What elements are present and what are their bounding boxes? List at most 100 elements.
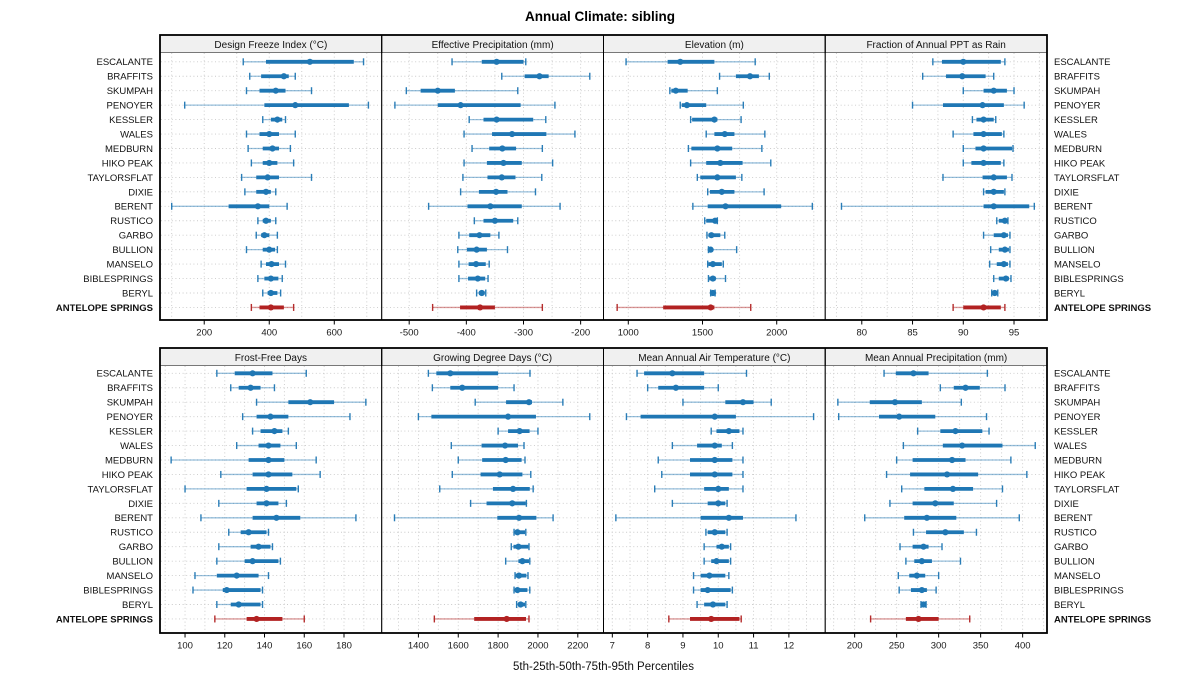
median-dot [262, 217, 270, 224]
row-manselo [458, 260, 490, 268]
row-dixie [889, 499, 998, 507]
row-garbo [218, 543, 274, 551]
row-berent [427, 202, 561, 210]
median-dot [990, 174, 997, 181]
row-beryl [262, 289, 282, 297]
strip-title: Mean Annual Precipitation (mm) [865, 353, 1007, 364]
site-label-right: BERENT [1054, 202, 1093, 213]
row-kessler [916, 427, 990, 435]
axis-tick-label: -500 [400, 328, 419, 339]
row-skumpah [245, 87, 313, 95]
axis-tick-label: 100 [177, 641, 193, 652]
median-dot [714, 145, 721, 152]
median-dot [274, 116, 281, 123]
median-dot [493, 58, 500, 65]
axis-tick-label: 180 [336, 641, 352, 652]
row-beryl [709, 289, 716, 297]
median-dot [223, 586, 230, 594]
row-antelope-springs [214, 615, 305, 623]
median-dot [990, 203, 997, 210]
median-dot [932, 500, 939, 507]
median-dot [952, 428, 959, 435]
median-dot [721, 130, 728, 138]
row-biblesprings [257, 275, 283, 283]
row-skumpah [837, 398, 963, 406]
axis-tick-label: 400 [261, 328, 277, 339]
row-dixie [469, 499, 528, 507]
median-dot [499, 145, 506, 152]
site-label-right: TAYLORSFLAT [1054, 173, 1120, 184]
site-label-left: MEDBURN [105, 144, 153, 155]
median-dot [476, 304, 484, 311]
site-label-left: BERYL [122, 288, 153, 299]
axis-tick-label: 1600 [448, 641, 469, 652]
row-kessler [251, 427, 290, 435]
median-dot [980, 159, 987, 167]
site-label-left: RUSTICO [110, 216, 153, 227]
median-dot [536, 73, 543, 80]
row-braffits [718, 72, 770, 80]
site-label-right: BRAFFITS [1054, 72, 1100, 83]
row-kessler [710, 427, 744, 435]
row-hiko-peak [451, 470, 532, 478]
row-berent [200, 514, 357, 522]
row-bullion [989, 246, 1011, 254]
median-dot [262, 188, 270, 195]
median-dot [960, 58, 967, 65]
figure-border [159, 347, 1048, 634]
site-label-right: BERYL [1054, 600, 1085, 611]
row-skumpah [669, 87, 719, 95]
panel-mean-annual-air-temperature-c: Mean Annual Air Temperature (°C) 7 8 9 10 11 1… [603, 347, 826, 652]
median-dot [292, 102, 299, 109]
site-label-left: SKUMPAH [107, 398, 153, 409]
median-dot [715, 485, 722, 492]
row-medburn [170, 456, 317, 464]
row-taylorsflat [654, 485, 744, 493]
median-dot [235, 601, 242, 608]
strip-title: Fraction of Annual PPT as Rain [866, 40, 1005, 51]
row-dixie [671, 499, 728, 507]
median-dot [915, 615, 922, 623]
site-label-right: SKUMPAH [1054, 398, 1100, 409]
row-hiko-peak [689, 159, 772, 167]
row-bullion [216, 557, 282, 565]
row-bullion [703, 557, 732, 565]
median-dot [306, 58, 313, 65]
row-escalante [636, 369, 748, 377]
site-label-left: BRAFFITS [107, 383, 153, 394]
panel-bg [381, 366, 604, 633]
median-dot [265, 442, 272, 449]
median-dot [672, 87, 679, 94]
row-beryl [475, 289, 487, 297]
row-rustico [473, 217, 519, 225]
median-dot [980, 145, 987, 152]
median-dot [515, 572, 523, 579]
site-label-right: MANSELO [1054, 571, 1100, 582]
median-dot [472, 261, 480, 268]
median-dot [923, 514, 930, 521]
median-dot [1000, 261, 1007, 268]
median-dot [474, 275, 481, 282]
site-label-left: BRAFFITS [107, 72, 153, 83]
median-dot [979, 102, 986, 109]
row-wales [235, 442, 298, 450]
site-label-right: RUSTICO [1054, 216, 1097, 227]
median-dot [725, 514, 732, 521]
median-dot [669, 370, 676, 377]
median-dot [711, 442, 718, 449]
row-taylorsflat [240, 173, 313, 181]
row-skumpah [682, 398, 772, 406]
row-medburn [895, 456, 1012, 464]
row-garbo [982, 231, 1011, 239]
row-rustico [705, 528, 728, 536]
median-dot [265, 471, 272, 478]
row-escalante [242, 58, 365, 66]
row-skumpah [255, 398, 367, 406]
row-rustico [228, 528, 270, 536]
axis-tick-label: 600 [326, 328, 342, 339]
site-label-right: BERYL [1054, 288, 1085, 299]
median-dot [918, 558, 925, 565]
median-dot [493, 116, 500, 123]
median-dot [913, 572, 920, 579]
